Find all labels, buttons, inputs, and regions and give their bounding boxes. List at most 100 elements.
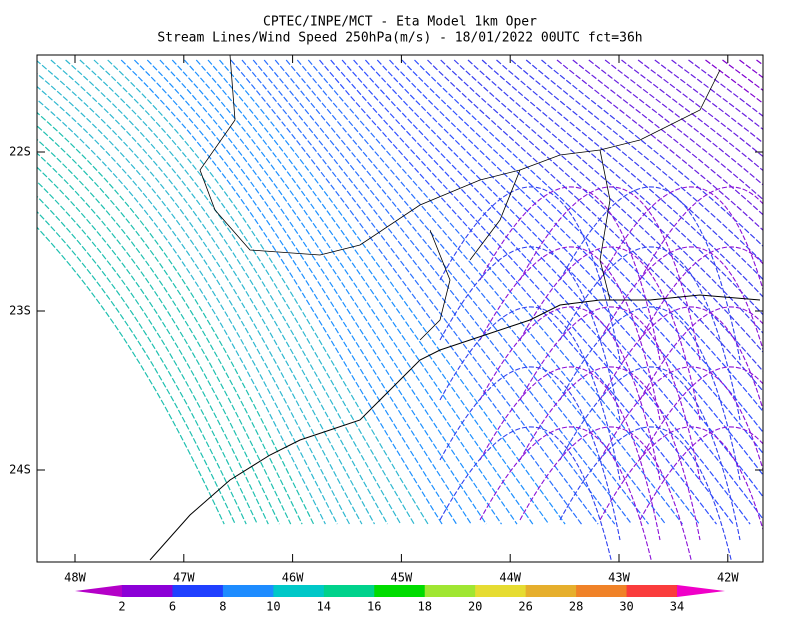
streamline (241, 59, 599, 525)
streamline (364, 59, 763, 498)
streamline (559, 306, 741, 481)
colorbar-segment (525, 585, 577, 597)
streamline (414, 59, 763, 413)
colorbar-label: 18 (418, 600, 432, 614)
streamline (50, 59, 376, 525)
streamline (37, 166, 269, 525)
streamline (453, 59, 763, 353)
streamline (171, 59, 502, 525)
streamline (541, 59, 763, 248)
colorbar-segment (122, 585, 173, 597)
streamline (252, 59, 616, 525)
title: CPTEC/INPE/MCT - Eta Model 1km Oper (263, 15, 537, 30)
streamline (722, 59, 763, 92)
streamline (37, 195, 247, 525)
coastline (149, 294, 761, 561)
colorbar-label: 6 (169, 600, 176, 614)
lon-label: 47W (173, 571, 195, 585)
streamline (37, 60, 363, 525)
streamline (639, 366, 763, 461)
streamline (519, 426, 693, 562)
streamline (688, 59, 763, 117)
streamline (285, 59, 666, 525)
streamline (37, 152, 281, 525)
streamline (146, 59, 472, 525)
streamline (37, 125, 303, 525)
streamline (341, 59, 751, 525)
colorbar-segment (626, 585, 678, 597)
colorbar-label: 8 (219, 600, 226, 614)
streamline (37, 85, 338, 525)
lat-label: 24S (9, 463, 31, 477)
lat-label: 23S (9, 304, 31, 318)
lon-label: 48W (64, 571, 86, 585)
colorbar-segment (424, 585, 476, 597)
colorbar-label: 16 (367, 600, 381, 614)
streamline (519, 186, 701, 361)
axes: 22S 23S 24S 48W 47W 46W 45W 44W 43W 42W (9, 55, 763, 585)
colorbar-label: 26 (518, 600, 532, 614)
streamline (296, 59, 683, 525)
subtitle: Stream Lines/Wind Speed 250hPa(m/s) - 18… (157, 31, 642, 46)
colorbar-segment (172, 585, 224, 597)
streamline (479, 246, 661, 421)
streamline (307, 59, 700, 525)
colorbar-segment (576, 585, 628, 597)
colorbar-segment (222, 585, 274, 597)
streamline (773, 60, 800, 524)
streamline (37, 72, 351, 525)
streamline (519, 366, 701, 541)
streamline (37, 210, 236, 525)
streamline (230, 59, 582, 525)
streamline (219, 59, 566, 525)
streamline (479, 366, 661, 541)
streamline (439, 306, 621, 481)
lon-label: 42W (717, 571, 739, 585)
streamline (654, 59, 763, 144)
streamlines (37, 59, 800, 562)
streamline (525, 59, 763, 264)
streamline (207, 59, 550, 525)
border (419, 149, 611, 341)
streamline (319, 59, 717, 525)
streamline (559, 246, 741, 421)
streamline (639, 186, 763, 281)
streamline (559, 426, 733, 562)
colorbar-segment (323, 585, 375, 597)
state-border (199, 55, 721, 256)
streamline (510, 59, 763, 281)
streamline (440, 59, 763, 373)
streamline (519, 246, 701, 421)
streamline (183, 59, 518, 525)
streamline (274, 59, 649, 525)
lat-label: 22S (9, 145, 31, 159)
streamline (159, 59, 487, 525)
streamline (120, 59, 443, 525)
lon-label: 45W (391, 571, 413, 585)
colorbar-label: 28 (569, 600, 583, 614)
colorbar: 2 6 8 10 14 16 18 20 26 28 30 34 (75, 585, 725, 614)
streamline (79, 59, 402, 525)
colorbar-segment (374, 585, 426, 597)
streamline (439, 366, 621, 541)
streamline (790, 60, 800, 524)
streamline (496, 59, 763, 298)
streamline (637, 59, 763, 158)
streamline (705, 59, 763, 105)
colorbar-segment (475, 585, 527, 597)
streamline (439, 246, 621, 421)
streamline (639, 306, 763, 401)
streamline (588, 59, 763, 201)
streamline (37, 180, 258, 525)
streamline (37, 138, 292, 525)
streamline (519, 306, 701, 481)
lon-label: 44W (499, 571, 521, 585)
lon-label: 46W (282, 571, 304, 585)
streamline (479, 426, 653, 562)
map-frame (36, 54, 764, 563)
streamline (671, 59, 763, 131)
streamline (330, 59, 734, 525)
streamline (263, 59, 633, 525)
streamline (559, 186, 741, 361)
